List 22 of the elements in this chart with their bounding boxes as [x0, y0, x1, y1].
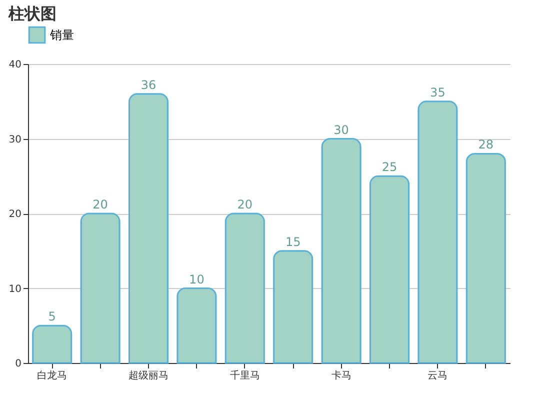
data-label: 36: [140, 78, 156, 92]
x-tick-label: 云马: [428, 370, 448, 382]
data-label: 30: [334, 122, 349, 137]
data-label: 20: [237, 198, 253, 212]
data-label: 15: [285, 234, 301, 249]
y-tick-label: 0: [15, 358, 22, 370]
y-tick-label: 20: [8, 209, 22, 220]
x-tick-label: 卡马: [331, 370, 352, 382]
data-label: 35: [430, 85, 446, 100]
legend-label: 销量: [49, 28, 74, 42]
x-tick-label: 超级丽马: [128, 370, 168, 382]
data-label: 5: [48, 310, 56, 324]
data-label: 10: [189, 272, 204, 286]
chart-title: 柱状图: [7, 4, 56, 23]
x-tick-label: 千里马: [230, 370, 260, 382]
x-tick-label: 白龙马: [37, 370, 68, 382]
y-tick-label: 10: [8, 284, 22, 295]
data-label: 28: [478, 138, 494, 152]
y-tick-label: 30: [8, 134, 22, 146]
data-label: 25: [382, 160, 398, 174]
data-label: 20: [92, 198, 108, 212]
y-tick-label: 40: [8, 60, 22, 70]
